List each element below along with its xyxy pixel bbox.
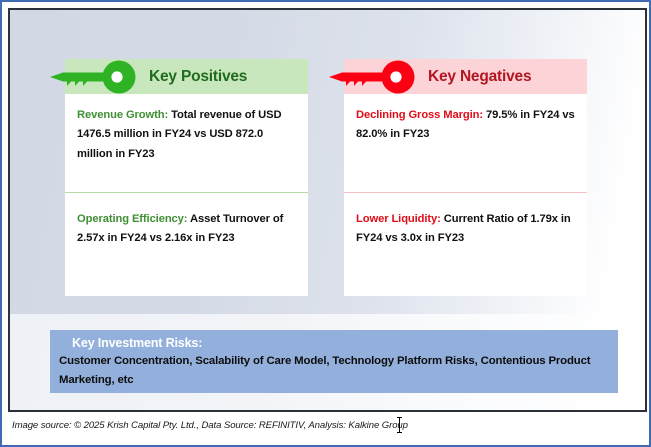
positive-item-1-body: Total revenue of USD 1476.5 million in F… <box>77 109 282 160</box>
panel-key-negatives: Key Negatives Declining Gross Margin: 79… <box>329 59 587 296</box>
footer-credit: Image source: © 2025 Krish Capital Pty. … <box>12 420 408 431</box>
negative-card-2: Lower Liquidity: Current Ratio of 1.79x … <box>344 198 587 296</box>
negative-item-2-body: Current Ratio of 1.79x in FY24 vs 3.0x i… <box>356 213 571 245</box>
panel-key-positives: Key Positives Revenue Growth: Total reve… <box>50 59 308 296</box>
key-icon <box>50 60 136 93</box>
positive-item-2-text: Operating Efficiency: Asset Turnover of … <box>77 210 296 249</box>
key-investment-risks-title: Key Investment Risks: <box>72 336 203 350</box>
slide-canvas: Key Positives Revenue Growth: Total reve… <box>8 8 647 412</box>
positive-item-1-text: Revenue Growth: Total revenue of USD 147… <box>77 106 296 164</box>
panels-container: Key Positives Revenue Growth: Total reve… <box>10 10 645 410</box>
positive-card-2: Operating Efficiency: Asset Turnover of … <box>65 198 308 296</box>
key-investment-risks-banner: Key Investment Risks: Customer Concentra… <box>50 330 618 393</box>
positive-card-1: Revenue Growth: Total revenue of USD 147… <box>65 94 308 192</box>
positives-divider <box>65 192 308 198</box>
negative-item-2-label: Lower Liquidity: <box>356 213 441 225</box>
negative-item-1-label: Declining Gross Margin: <box>356 109 483 121</box>
key-negatives-title: Key Negatives <box>428 67 532 85</box>
negative-item-1-body: 79.5% in FY24 vs 82.0% in FY23 <box>356 109 575 141</box>
negative-card-1: Declining Gross Margin: 79.5% in FY24 vs… <box>344 94 587 192</box>
positive-item-2-body: Asset Turnover of 2.57x in FY24 vs 2.16x… <box>77 213 284 245</box>
negative-item-1-text: Declining Gross Margin: 79.5% in FY24 vs… <box>356 106 575 145</box>
negative-item-2-text: Lower Liquidity: Current Ratio of 1.79x … <box>356 210 575 249</box>
positive-item-1-label: Revenue Growth: <box>77 109 169 121</box>
key-icon <box>329 60 415 93</box>
positive-item-2-label: Operating Efficiency: <box>77 213 188 225</box>
key-investment-risks-body: Customer Concentration, Scalability of C… <box>59 355 591 386</box>
key-positives-title: Key Positives <box>149 67 248 85</box>
key-negatives-header: Key Negatives <box>329 59 587 94</box>
negatives-divider <box>344 192 587 198</box>
key-positives-header: Key Positives <box>50 59 308 94</box>
text-cursor-caret <box>397 417 402 433</box>
